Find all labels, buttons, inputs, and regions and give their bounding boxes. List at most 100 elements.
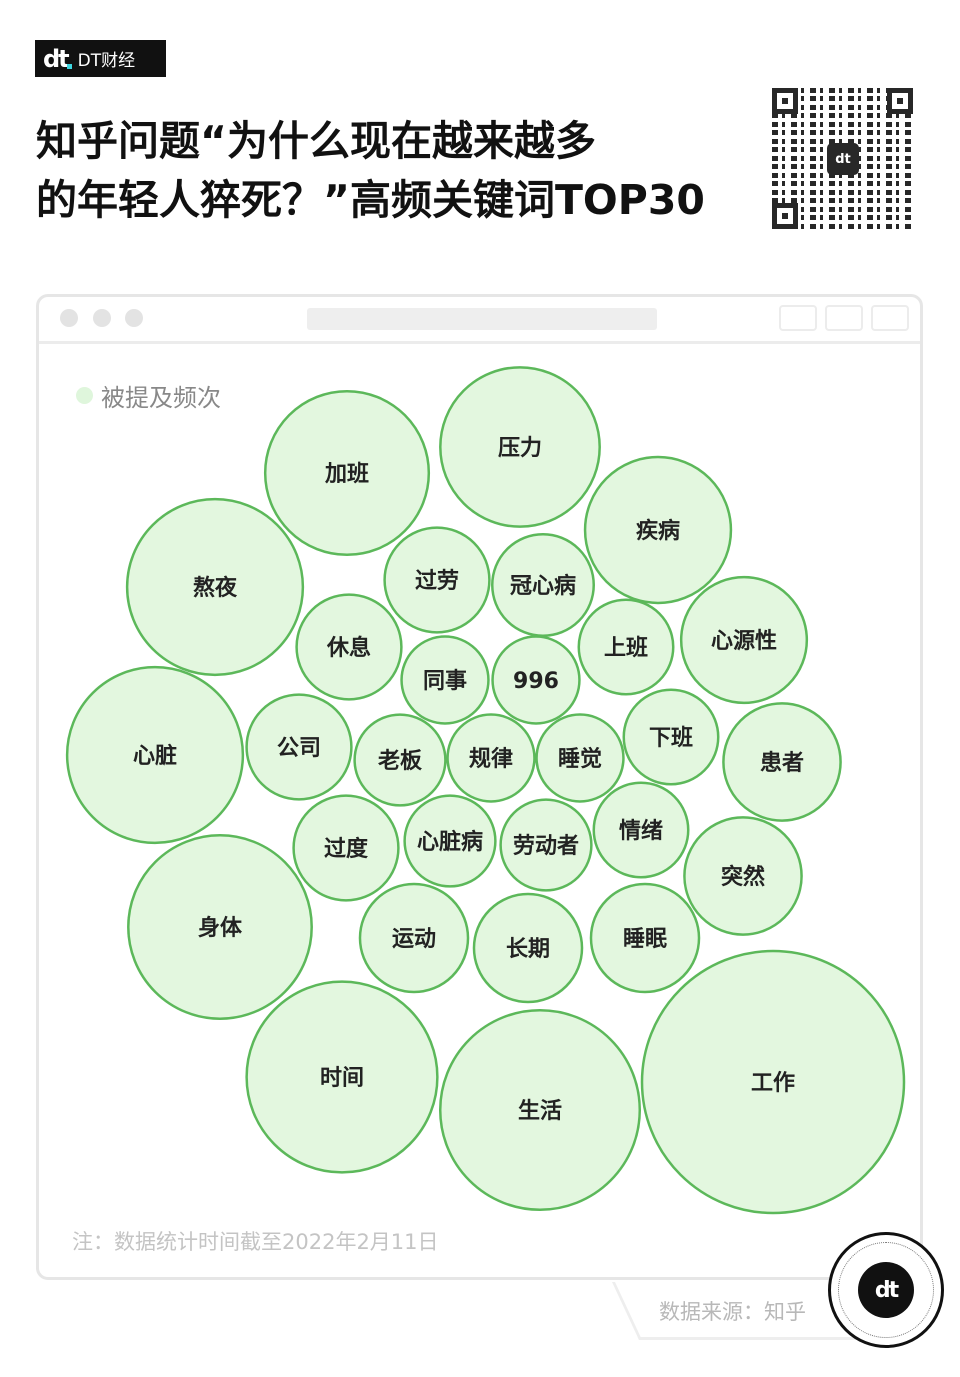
bubble-circle	[263, 389, 431, 557]
qr-logo-icon: dt	[827, 143, 859, 175]
bubble-19: 冠心病	[491, 533, 595, 637]
title-line-1: 知乎问题“为什么现在越来越多	[36, 117, 596, 165]
bubble-circle	[446, 713, 536, 803]
bubble-circle	[245, 693, 353, 801]
bubble-label: 生活	[518, 1099, 562, 1124]
bubble-label: 同事	[423, 668, 467, 694]
bubble-label: 心源性	[711, 629, 777, 654]
legend-label: 被提及频次	[101, 384, 221, 412]
bubble-label: 睡觉	[558, 747, 602, 772]
brand-name: DT财经	[77, 51, 136, 71]
brand-badge: dt DT财经	[35, 40, 166, 77]
bubble-10: 患者	[722, 702, 842, 822]
bubble-12: 运动	[358, 882, 470, 994]
bubble-18: 休息	[295, 593, 403, 701]
dt-logo-icon: dt	[858, 1262, 914, 1318]
bubble-label: 过劳	[415, 568, 459, 594]
address-bar	[307, 308, 657, 330]
data-source: 数据来源：知乎	[659, 1300, 806, 1324]
bubble-circle	[295, 593, 403, 701]
bubble-17: 过劳	[383, 526, 491, 634]
bubble-circle	[535, 713, 625, 803]
bubble-2: 时间	[245, 980, 439, 1174]
bubble-label: 加班	[324, 462, 369, 487]
bubble-label: 睡眠	[623, 927, 667, 952]
bubble-label: 公司	[277, 736, 321, 761]
bubble-label: 情绪	[619, 818, 663, 844]
bubble-label: 下班	[649, 726, 693, 751]
bubble-circle	[683, 816, 803, 936]
qr-code-icon: dt	[772, 88, 913, 229]
qr-finder	[772, 203, 798, 229]
copy-icon	[871, 305, 909, 331]
chart-legend: 被提及频次	[76, 378, 221, 413]
bubble-circle	[472, 892, 584, 1004]
bubble-label: 心脏病	[417, 829, 483, 855]
bubble-13: 长期	[472, 892, 584, 1004]
bubble-circle	[438, 1008, 642, 1212]
dt-logo-icon: dt	[43, 44, 72, 73]
bubble-26: 同事	[400, 635, 490, 725]
bubble-21: 下班	[622, 688, 720, 786]
bubble-label: 休息	[326, 635, 371, 661]
title-line-2: 的年轻人猝死？”高频关键词TOP30	[36, 176, 705, 224]
bubble-circle	[292, 794, 400, 902]
bubble-circle	[65, 665, 245, 845]
bubble-label: 老板	[377, 749, 423, 774]
bubble-circle	[358, 882, 470, 994]
bubble-23: 劳动者	[499, 798, 593, 892]
bubble-9: 心源性	[679, 575, 809, 705]
bubble-24: 老板	[353, 713, 447, 807]
bubble-label: 运动	[392, 927, 436, 952]
bubble-circle	[679, 575, 809, 705]
bubble-1: 生活	[438, 1008, 642, 1212]
bubble-5: 熬夜	[125, 497, 305, 677]
bubble-circle	[353, 713, 447, 807]
page-title: 知乎问题“为什么现在越来越多 的年轻人猝死？”高频关键词TOP30	[36, 112, 705, 230]
bubble-label: 熬夜	[193, 575, 238, 601]
bubble-circle	[491, 635, 581, 725]
bubble-6: 加班	[263, 389, 431, 557]
bubble-3: 身体	[127, 834, 313, 1020]
bubble-16: 过度	[292, 794, 400, 902]
bubble-circle	[400, 635, 490, 725]
bubble-circle	[577, 598, 675, 696]
bubble-label: 工作	[751, 1071, 795, 1096]
close-icon	[60, 309, 78, 327]
bubble-circle	[491, 533, 595, 637]
bubble-label: 劳动者	[513, 833, 579, 859]
bubble-8: 疾病	[583, 455, 733, 605]
bubble-label: 过度	[324, 836, 369, 862]
bubble-22: 情绪	[592, 781, 690, 879]
bubble-label: 疾病	[636, 518, 680, 544]
bubble-circle	[592, 781, 690, 879]
record-icon	[779, 305, 817, 331]
bubble-7: 压力	[439, 366, 601, 528]
bubble-circle	[583, 455, 733, 605]
bubble-label: 规律	[469, 746, 513, 772]
bubble-label: 时间	[320, 1066, 364, 1091]
bubble-label: 996	[513, 669, 559, 694]
bubble-11: 突然	[683, 816, 803, 936]
bubble-circle	[499, 798, 593, 892]
bubble-circle	[125, 497, 305, 677]
bubble-27: 996	[491, 635, 581, 725]
bubble-label: 突然	[721, 864, 765, 890]
bubble-circle	[403, 794, 497, 888]
bubble-circle	[589, 882, 701, 994]
bubble-circle	[722, 702, 842, 822]
window-titlebar	[39, 297, 920, 344]
dt-badge: dt	[828, 1232, 944, 1348]
bubble-circle	[640, 949, 906, 1215]
qr-finder	[887, 88, 913, 114]
bubble-14: 睡眠	[589, 882, 701, 994]
bubble-circle	[622, 688, 720, 786]
legend-swatch	[76, 387, 93, 404]
bubble-label: 患者	[760, 750, 804, 776]
bubble-29: 睡觉	[535, 713, 625, 803]
bubble-0: 工作	[640, 949, 906, 1215]
bubble-circle	[245, 980, 439, 1174]
bubble-25: 心脏病	[403, 794, 497, 888]
bubble-label: 压力	[498, 436, 542, 461]
